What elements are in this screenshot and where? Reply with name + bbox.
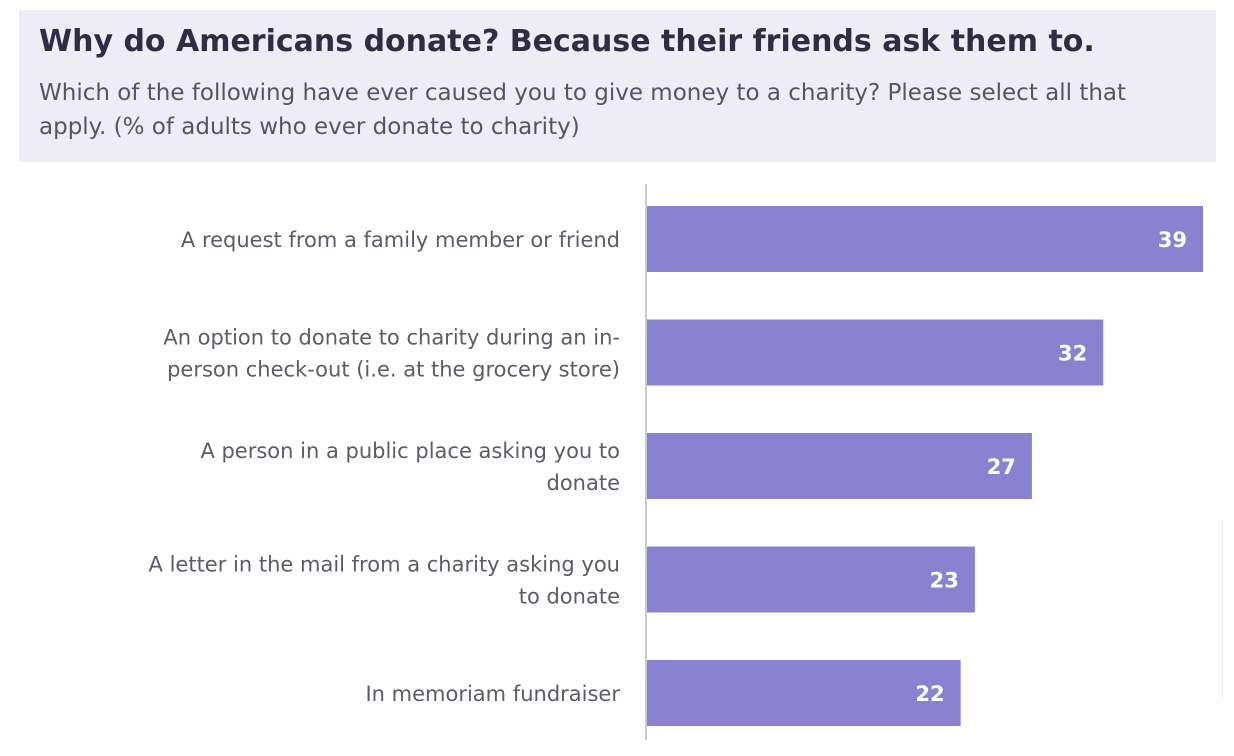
frame-edge [1222,520,1223,700]
chart-title: Why do Americans donate? Because their f… [39,24,1095,59]
category-label: A person in a public place asking you to [200,439,620,463]
category-label: donate [546,471,620,495]
chart-subtitle: Which of the following have ever caused … [39,80,1127,140]
category-label: A request from a family member or friend [181,228,620,252]
bar [647,433,1032,499]
category-label: An option to donate to charity during an… [163,326,620,350]
bar [647,660,961,726]
value-label: 32 [1058,342,1087,366]
value-label: 23 [930,569,959,593]
bar [647,319,1104,386]
category-label: person check-out (i.e. at the grocery st… [167,358,620,382]
bar [647,546,975,613]
category-label: to donate [519,585,620,609]
bar [647,206,1203,272]
category-label: A letter in the mail from a charity aski… [149,553,620,577]
value-label: 27 [987,455,1016,479]
category-label: In memoriam fundraiser [365,682,620,706]
chart-header: Why do Americans donate? Because their f… [19,10,1216,162]
value-label: 39 [1158,228,1187,252]
value-label: 22 [915,682,944,706]
